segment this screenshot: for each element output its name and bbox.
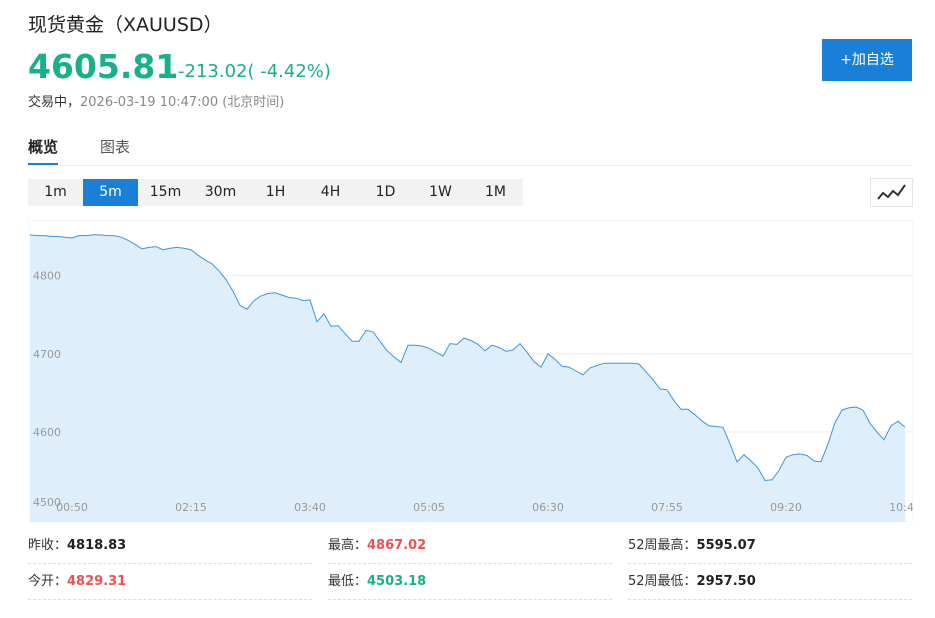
stat-value: 4503.18 — [367, 574, 427, 589]
tab-active[interactable]: 概览 — [28, 136, 59, 165]
interval[interactable]: 1W — [429, 184, 452, 200]
stat-cell: 最高：4867.02 — [328, 529, 612, 564]
change: -213.02( -4.42%) — [178, 61, 331, 82]
y-tick-label: 4500 — [33, 496, 61, 509]
stat-label: 最低： — [328, 574, 368, 589]
interval[interactable]: 30m — [204, 184, 237, 200]
x-tick-label: 03:40 — [294, 501, 326, 514]
status-text: 交易中， — [28, 95, 81, 110]
interval[interactable]: 1D — [375, 184, 396, 200]
price: 4605.81 — [28, 47, 179, 86]
y-tick-label: 4700 — [33, 348, 61, 361]
stat-cell: 昨收：4818.83 — [28, 529, 312, 564]
x-tick-label: 10:45 — [889, 501, 913, 514]
tab-divider — [28, 165, 913, 166]
stat-value: 5595.07 — [696, 538, 756, 553]
stat-label: 52周最高： — [628, 538, 697, 553]
stat-value: 2957.50 — [696, 574, 756, 589]
interval[interactable]: 4H — [320, 184, 341, 200]
change-pct: ( -4.42%) — [247, 61, 331, 82]
x-tick-label: 06:30 — [532, 501, 564, 514]
stat-cell: 最低：4503.18 — [328, 565, 612, 600]
chart-style-icon — [877, 184, 906, 200]
interval[interactable]: 1M — [485, 184, 506, 200]
x-tick-label: 00:50 — [56, 501, 88, 514]
change-value: -213.02 — [178, 61, 248, 82]
stat-label: 52周最低： — [628, 574, 697, 589]
add-watchlist-button[interactable]: +加自选 — [822, 39, 912, 81]
status: 交易中，2026-03-19 10:47:00 (北京时间) — [28, 91, 284, 110]
x-tick-label: 05:05 — [413, 501, 445, 514]
y-tick-label: 4600 — [33, 426, 61, 439]
area — [30, 234, 905, 522]
interval[interactable]: 1H — [265, 184, 286, 200]
stat-cell: 52周最低：2957.50 — [628, 565, 912, 600]
interval[interactable]: 15m — [149, 184, 182, 200]
stat-label: 今开： — [28, 574, 68, 589]
interval-active[interactable]: 5m — [83, 179, 138, 206]
line — [29, 234, 906, 482]
x-tick-label: 02:15 — [175, 501, 207, 514]
stat-label: 昨收： — [28, 538, 68, 553]
stat-label: 最高： — [328, 538, 368, 553]
stat-value: 4867.02 — [367, 538, 427, 553]
chart-style-button[interactable] — [870, 178, 913, 207]
stat-value: 4829.31 — [67, 574, 127, 589]
icon-line — [877, 184, 906, 200]
interval[interactable]: 1m — [44, 184, 67, 200]
title: 现货黄金（XAUUSD） — [28, 14, 223, 36]
tab[interactable]: 图表 — [100, 138, 131, 156]
timestamp: 2026-03-19 10:47:00 (北京时间) — [80, 95, 285, 110]
chart: 4500 4600 4700 4800 00:50 02:15 03:40 05:05 06:3… — [28, 220, 913, 522]
stat-cell: 52周最高：5595.07 — [628, 529, 912, 564]
x-tick-label: 07:55 — [651, 501, 683, 514]
y-tick-label: 4800 — [33, 270, 61, 283]
stat-value: 4818.83 — [67, 538, 127, 553]
stat-cell: 今开：4829.31 — [28, 565, 312, 600]
x-tick-label: 09:20 — [770, 501, 802, 514]
